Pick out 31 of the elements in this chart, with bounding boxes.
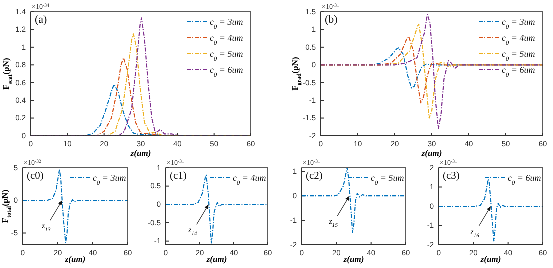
x-axis-title: z(um) [206, 254, 228, 264]
legend-label: c$_{0}$ = 5um [502, 49, 536, 62]
chart-title: (a) [35, 14, 48, 26]
x-axis-title: z(um) [342, 254, 364, 264]
x-axis-title: z(um) [480, 254, 502, 264]
legend-label: c$_{0}$ = 3um [502, 17, 536, 30]
legend-label: c$_{0}$ = 4um [233, 173, 267, 186]
legend-label: c$_{0}$ = 4um [210, 33, 244, 46]
x-axis-title: z(um) [64, 254, 86, 264]
line-series [23, 168, 128, 244]
line-series [321, 14, 543, 130]
line-series [302, 168, 406, 234]
x-axis-title: z(um) [420, 148, 442, 158]
legend-label: c$_{0}$ = 4um [502, 33, 536, 46]
legend-label: c$_{0}$ = 5um [210, 49, 244, 62]
annotation: z$_{16}$ [470, 228, 480, 240]
x-axis-title: z(um) [130, 148, 152, 158]
annotation: z$_{15}$ [328, 217, 338, 230]
chart-title: (c3) [443, 171, 460, 182]
legend-label: c$_{0}$ = 5um [371, 173, 405, 186]
chart-title: (c0) [27, 171, 44, 182]
legend-label: c$_{0}$ = 6um [502, 65, 536, 78]
legend-label: c$_{0}$ = 3um [93, 173, 127, 186]
chart-title: (b) [325, 14, 338, 26]
chart-title: (c1) [170, 171, 188, 182]
annotation: z$_{14}$ [187, 226, 198, 238]
legend-label: c$_{0}$ = 3um [210, 17, 244, 30]
legend-label: c$_{0}$ = 6um [508, 173, 542, 186]
annotation: z$_{13}$ [41, 222, 51, 234]
legend-label: c$_{0}$ = 6um [210, 65, 244, 78]
chart-title: (c2) [306, 171, 324, 182]
